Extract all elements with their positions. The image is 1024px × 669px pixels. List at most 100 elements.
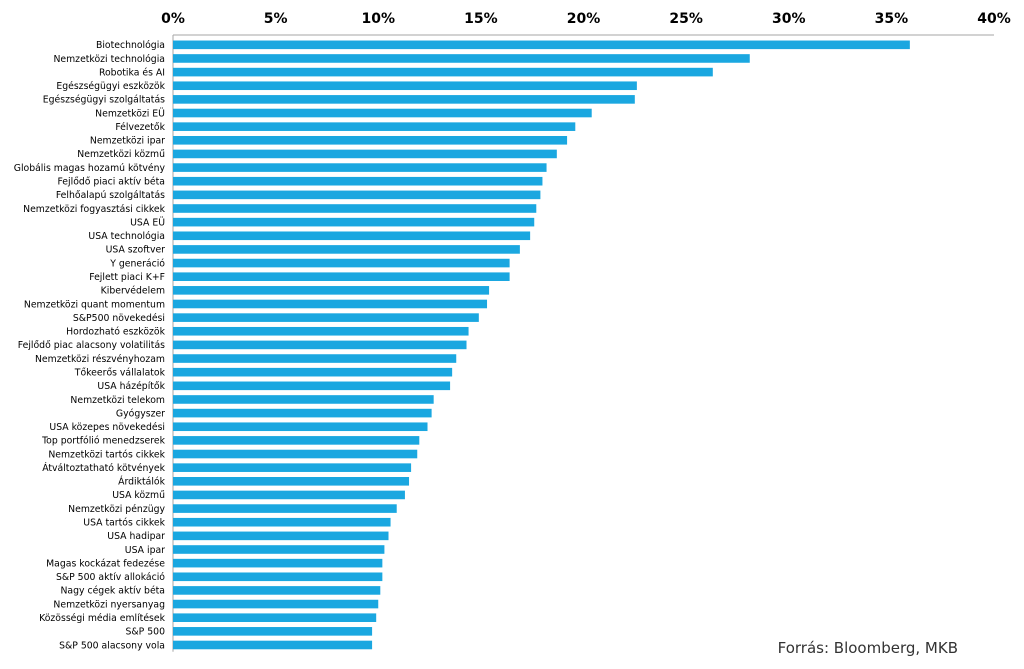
category-label: USA közepes növekedési xyxy=(49,422,165,433)
category-label: Felhőalapú szolgáltatás xyxy=(56,190,165,201)
bar xyxy=(173,640,373,650)
source-note: Forrás: Bloomberg, MKB xyxy=(777,639,958,657)
category-label: Egészségügyi szolgáltatás xyxy=(43,95,165,106)
bar xyxy=(173,477,410,486)
bar xyxy=(173,408,432,418)
category-label: USA technológia xyxy=(88,231,165,242)
bar xyxy=(173,163,547,172)
bar xyxy=(173,272,510,281)
bar xyxy=(173,217,535,227)
x-tick-label: 15% xyxy=(464,11,498,27)
bar xyxy=(173,463,412,472)
bar xyxy=(173,572,383,582)
bar xyxy=(173,258,510,268)
category-label: Hordozható eszközök xyxy=(66,327,165,338)
category-label: Fejlődő piac alacsony volatilitás xyxy=(18,340,165,351)
bar xyxy=(173,367,453,377)
category-label: Nemzetközi telekom xyxy=(70,395,165,406)
category-label: USA tartós cikkek xyxy=(83,518,165,529)
category-label: Robotika és AI xyxy=(99,67,165,78)
bar xyxy=(173,395,434,404)
x-axis: 0% 5% 10% 15% 20% 25% 30% 35% 40% xyxy=(161,11,1011,36)
category-label: USA szoftver xyxy=(106,245,166,256)
bar xyxy=(173,149,557,159)
x-tick-label: 10% xyxy=(361,11,395,27)
x-tick-label: 20% xyxy=(567,11,601,27)
category-label: S&P 500 alacsony vola xyxy=(59,640,165,651)
bar xyxy=(173,613,377,622)
category-labels: Biotechnológia Nemzetközi technológia Robo… xyxy=(14,40,166,651)
category-label: Globális magas hozamú kötvény xyxy=(14,163,166,174)
category-label: USA EÜ xyxy=(130,217,165,228)
bar xyxy=(173,81,637,91)
category-label: Nemzetközi quant momentum xyxy=(24,299,165,310)
x-tick-label: 5% xyxy=(264,11,288,27)
bar xyxy=(173,204,537,213)
bar xyxy=(173,531,389,541)
category-label: S&P500 növekedési xyxy=(73,313,165,324)
category-label: Egészségügyi eszközök xyxy=(56,81,165,92)
category-label: Nagy cégek aktív béta xyxy=(60,586,165,597)
bars xyxy=(173,40,910,650)
bar xyxy=(173,517,391,527)
category-label: Félvezetők xyxy=(115,122,165,133)
category-label: Magas kockázat fedezése xyxy=(46,558,165,569)
category-label: Tőkeerős vállalatok xyxy=(74,367,166,378)
bar xyxy=(173,190,541,200)
category-label: Nemzetközi nyersanyag xyxy=(53,599,165,610)
bar xyxy=(173,176,543,186)
x-tick-label: 25% xyxy=(669,11,703,27)
bar xyxy=(173,54,750,63)
bar xyxy=(173,108,592,118)
bar xyxy=(173,504,397,513)
bar xyxy=(173,326,469,336)
category-label: Biotechnológia xyxy=(96,40,165,51)
bar xyxy=(173,95,635,104)
category-label: S&P 500 xyxy=(126,627,166,638)
bar xyxy=(173,40,910,50)
bar xyxy=(173,231,531,241)
bar xyxy=(173,299,488,309)
category-label: USA hadipar xyxy=(107,531,165,542)
bar xyxy=(173,449,418,459)
bar xyxy=(173,381,451,391)
category-label: S&P 500 aktív allokáció xyxy=(56,572,165,583)
bar xyxy=(173,67,713,77)
x-tick-label: 0% xyxy=(161,11,185,27)
category-label: Árdiktálók xyxy=(118,476,166,488)
bar xyxy=(173,599,379,609)
bar xyxy=(173,122,576,131)
x-tick-label: 40% xyxy=(977,11,1011,27)
category-label: Nemzetközi közmű xyxy=(77,149,165,160)
category-label: Nemzetközi pénzügy xyxy=(68,504,165,515)
category-label: USA ipar xyxy=(125,545,165,556)
category-label: Nemzetközi EÜ xyxy=(95,108,165,119)
x-tick-label: 30% xyxy=(772,11,806,27)
category-label: Közösségi média említések xyxy=(39,613,166,624)
bar xyxy=(173,245,520,254)
bar xyxy=(173,422,428,432)
bar xyxy=(173,586,381,595)
bar xyxy=(173,286,490,295)
category-label: Nemzetközi részvényhozam xyxy=(35,354,165,365)
category-label: Nemzetközi tartós cikkek xyxy=(48,449,165,460)
category-label: Fejlett piaci K+F xyxy=(89,272,165,283)
category-label: Fejlődő piaci aktív béta xyxy=(57,177,165,188)
category-label: Top portfólió menedzserek xyxy=(41,436,166,447)
bar xyxy=(173,490,405,500)
bar xyxy=(173,340,467,350)
bar xyxy=(173,136,568,145)
category-label: Nemzetközi technológia xyxy=(53,54,165,65)
category-label: Gyógyszer xyxy=(116,408,165,419)
category-label: Y generáció xyxy=(109,258,165,269)
bar xyxy=(173,313,479,322)
category-label: USA házépítők xyxy=(97,381,165,392)
bar xyxy=(173,545,385,554)
category-label: Átváltoztatható kötvények xyxy=(42,462,165,474)
bar xyxy=(173,354,457,363)
x-tick-label: 35% xyxy=(875,11,909,27)
category-label: Nemzetközi ipar xyxy=(90,136,165,147)
bar xyxy=(173,558,383,568)
bar xyxy=(173,627,373,636)
